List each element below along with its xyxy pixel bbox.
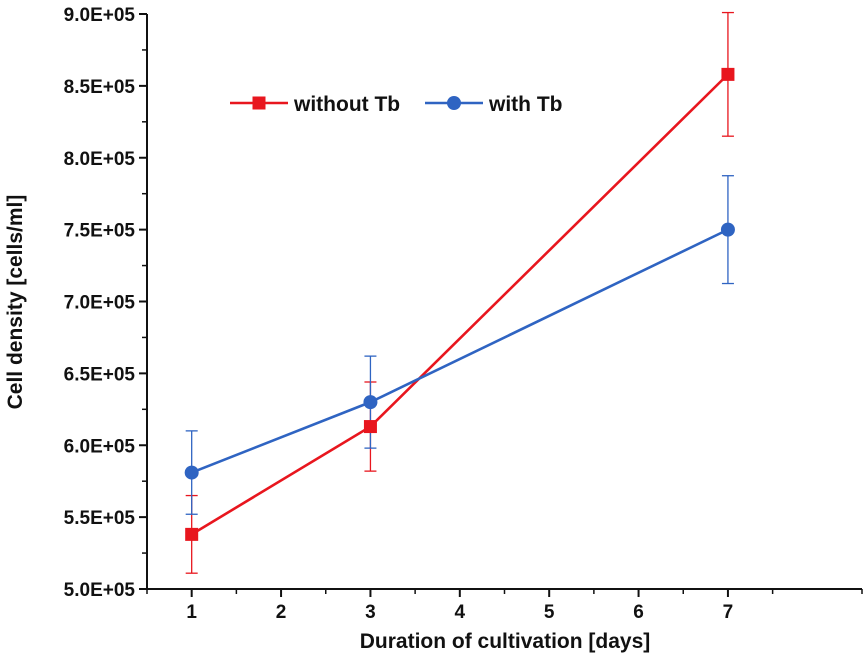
legend-label-without-tb: without Tb [293,93,400,116]
data-point-without-tb [721,67,735,81]
legend-label-with-tb: with Tb [488,93,562,116]
x-tick-label: 5 [544,602,555,623]
legend: without Tb with Tb [230,93,562,116]
legend-marker-without-tb [252,96,266,110]
x-tick-label: 4 [455,602,466,623]
legend-marker-with-tb [447,96,461,110]
y-tick-label: 8.5E+05 [64,77,136,98]
y-tick-label: 5.5E+05 [64,508,136,529]
x-axis-title: Duration of cultivation [days] [360,630,651,653]
series-markers [184,67,735,541]
data-point-without-tb [185,527,199,541]
y-tick-label: 9.0E+05 [64,5,136,26]
data-point-without-tb [363,420,377,434]
x-tick-label: 3 [365,602,376,623]
y-tick-label: 7.5E+05 [64,221,136,242]
x-tick-label: 1 [186,602,197,623]
data-point-with-tb [184,465,199,480]
y-tick-label: 6.0E+05 [64,436,136,457]
y-tick-label: 5.0E+05 [64,580,136,601]
x-tick-label: 7 [723,602,734,623]
y-tick-label: 8.0E+05 [64,149,136,170]
series-line-with-tb [191,228,729,474]
data-point-with-tb [720,222,735,237]
data-point-with-tb [363,395,378,410]
y-tick-label: 6.5E+05 [64,364,136,385]
series-lines [191,73,729,536]
x-tick-label: 6 [633,602,644,623]
series-line-without-tb [191,73,729,536]
y-axis-title: Cell density [cells/ml] [4,195,27,410]
x-tick-label: 2 [276,602,287,623]
y-tick-label: 7.0E+05 [64,293,136,314]
axes [139,13,863,597]
tick-labels: 5.0E+05 5.5E+05 6.0E+05 6.5E+05 7.0E+05 7.5E+… [64,5,734,623]
